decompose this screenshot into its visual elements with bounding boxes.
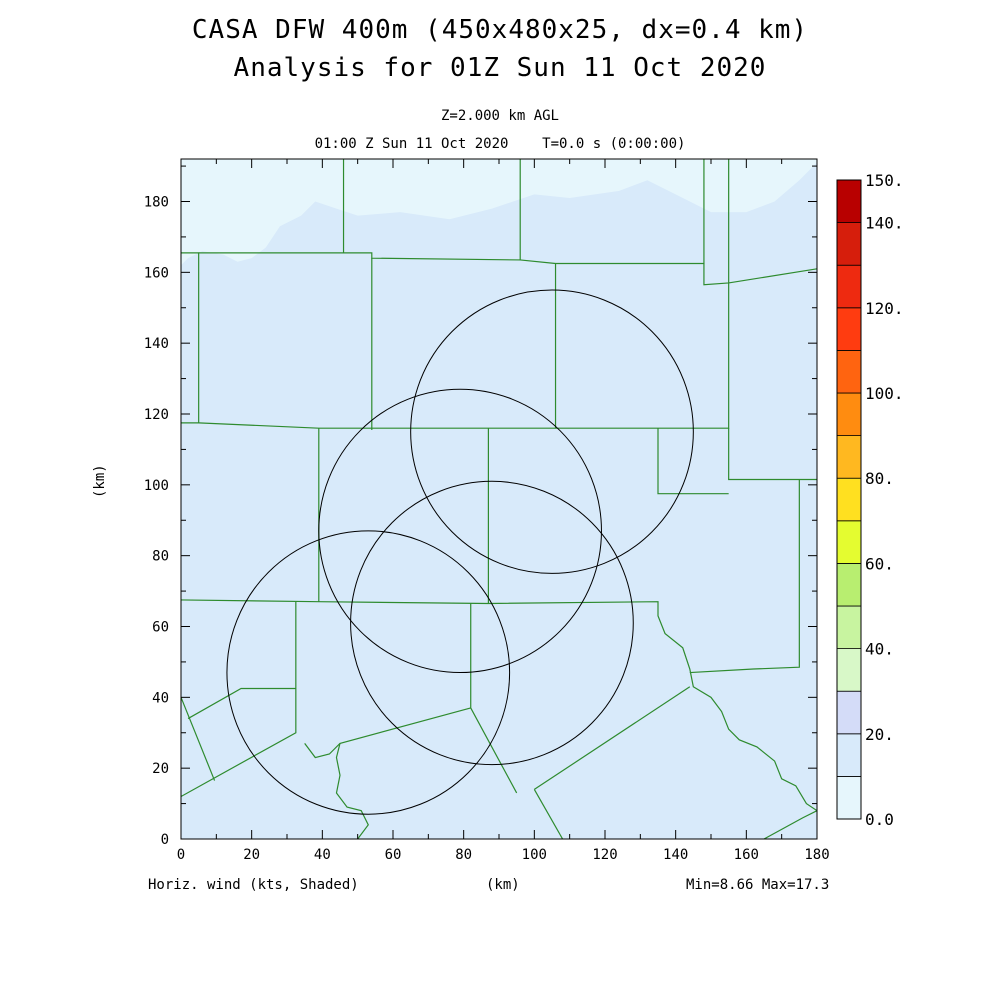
radar-range-ring <box>226 530 511 815</box>
county-boundary <box>181 599 817 812</box>
colorbar-label: 140. <box>865 214 904 233</box>
x-tick-label: 0 <box>177 847 185 863</box>
county-boundary <box>335 743 369 839</box>
chart-subtitle: Analysis for 01Z Sun 11 Oct 2020 <box>233 53 767 83</box>
colorbar-bin <box>836 307 862 351</box>
x-axis-label: (km) <box>486 877 520 893</box>
field-label: Horiz. wind (kts, Shaded) <box>148 877 359 893</box>
x-tick-label: 80 <box>455 847 472 863</box>
county-boundary <box>763 810 817 839</box>
x-tick-label: 160 <box>734 847 759 863</box>
y-tick-label: 120 <box>144 407 169 423</box>
county-boundary <box>728 428 817 481</box>
county-boundary <box>520 159 705 265</box>
colorbar-label: 40. <box>865 640 894 659</box>
x-tick-label: 40 <box>314 847 331 863</box>
colorbar-label: 80. <box>865 469 894 488</box>
colorbar-bin <box>836 349 862 394</box>
x-tick-label: 60 <box>385 847 402 863</box>
colorbar-label: 150. <box>865 171 904 190</box>
y-tick-label: 60 <box>152 620 169 636</box>
level-label: Z=2.000 km AGL <box>440 108 559 124</box>
y-axis-label: (km) <box>92 464 108 498</box>
x-tick-label: 120 <box>592 847 617 863</box>
colorbar-bin <box>836 392 862 436</box>
county-boundary <box>689 479 800 674</box>
y-tick-label: 40 <box>152 690 169 706</box>
colorbar-label: 60. <box>865 554 894 573</box>
county-boundary <box>181 601 297 798</box>
map-layer <box>181 159 817 839</box>
colorbar-bin <box>836 648 862 692</box>
county-boundary <box>181 252 200 424</box>
county-boundary <box>198 159 730 429</box>
colorbar-label: 0.0 <box>865 810 894 829</box>
chart-title: CASA DFW 400m (450x480x25, dx=0.4 km) <box>191 15 809 45</box>
y-tick-label: 100 <box>144 478 169 494</box>
x-tick-label: 20 <box>243 847 260 863</box>
y-tick-label: 20 <box>152 761 169 777</box>
colorbar-bin <box>836 477 862 522</box>
colorbar-frame <box>836 179 862 820</box>
y-tick-label: 80 <box>152 549 169 565</box>
county-boundary <box>533 789 564 839</box>
colorbar-bin <box>836 264 862 309</box>
county-boundary <box>187 687 296 720</box>
county-boundary <box>304 707 471 759</box>
stats-label: Min=8.66 Max=17.3 <box>686 877 830 893</box>
x-tick-label: 100 <box>522 847 547 863</box>
colorbar-bin <box>836 520 862 564</box>
wind-field-background <box>181 159 817 839</box>
y-tick-label: 160 <box>144 265 169 281</box>
y-tick-label: 0 <box>161 832 169 848</box>
radar-range-ring <box>350 480 634 766</box>
colorbar-bin <box>836 605 862 649</box>
y-tick-label: 140 <box>144 336 169 352</box>
colorbar-bin <box>836 776 862 820</box>
x-tick-label: 180 <box>804 847 829 863</box>
colorbar-bin <box>836 563 862 607</box>
colorbar-bin <box>836 690 862 735</box>
colorbar-bin <box>836 733 862 777</box>
time-label: 01:00 Z Sun 11 Oct 2020 T=0.0 s (0:00:00… <box>314 136 686 152</box>
colorbar-label: 100. <box>865 384 904 403</box>
colorbar-bin <box>836 222 862 266</box>
low-wind-region <box>181 159 817 266</box>
county-boundary <box>181 697 216 781</box>
x-tick-label: 140 <box>663 847 688 863</box>
colorbar-bin <box>836 435 862 479</box>
radar-range-ring <box>410 289 694 574</box>
county-boundary <box>703 263 817 286</box>
county-boundary <box>534 686 691 790</box>
county-boundary <box>657 428 729 495</box>
colorbar-label: 120. <box>865 299 904 318</box>
colorbar-bin <box>836 179 862 223</box>
y-tick-label: 180 <box>144 195 169 211</box>
colorbar-label: 20. <box>865 725 894 744</box>
radar-range-ring <box>318 388 602 674</box>
